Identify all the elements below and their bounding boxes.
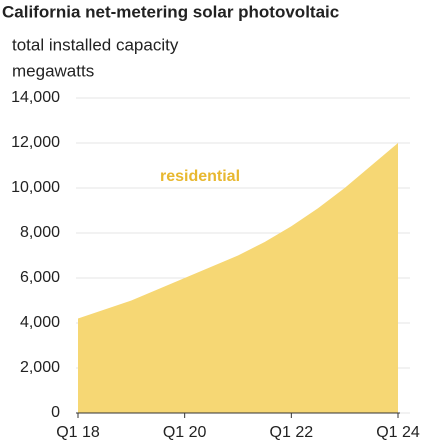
x-tick-label: Q1 22 [270,424,314,441]
subtitle: total installed capacity [12,35,179,54]
y-tick-label: 6,000 [20,269,60,286]
y-tick-label: 0 [51,404,60,421]
y-tick-label: 14,000 [11,89,60,106]
y-tick-label: 4,000 [20,314,60,331]
chart-title: California net-metering solar photovolta… [2,2,339,21]
area [78,143,398,413]
x-tick-label: Q1 20 [163,424,207,441]
x-tick-label: Q1 24 [376,424,420,441]
y-tick-label: 12,000 [11,134,60,151]
x-tick-label: Q1 18 [56,424,100,441]
y-tick-label: 8,000 [20,224,60,241]
y-tick-label: 2,000 [20,359,60,376]
series-label: residential [160,168,240,185]
subtitle: megawatts [12,61,94,80]
y-tick-label: 10,000 [11,179,60,196]
